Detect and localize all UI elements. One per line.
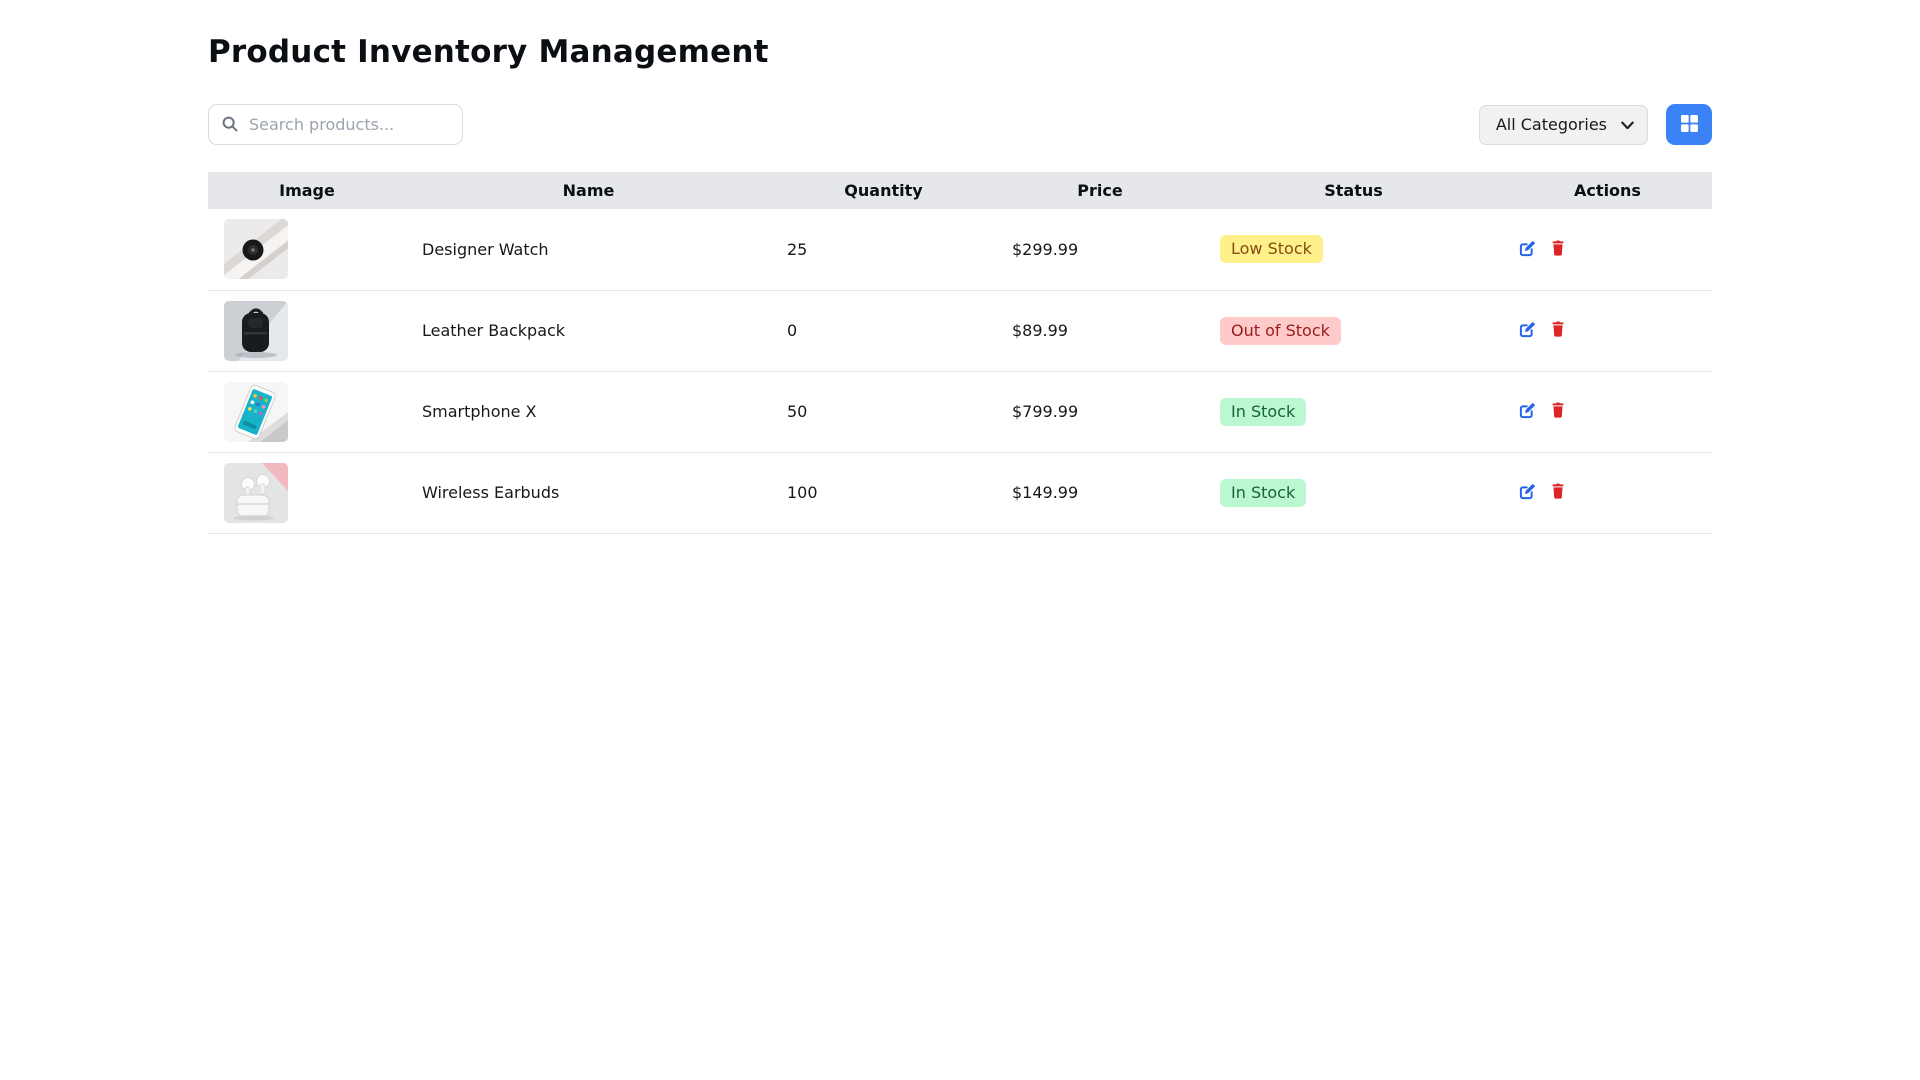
product-quantity: 0 [771,290,996,372]
status-badge: Low Stock [1220,235,1323,264]
product-price: $799.99 [996,371,1204,453]
product-name: Wireless Earbuds [406,452,771,534]
product-image [224,381,288,442]
edit-icon [1519,483,1536,503]
edit-button[interactable] [1519,402,1536,422]
toolbar: All Categories [208,104,1712,145]
toolbar-right: All Categories [1478,104,1712,145]
search-box [208,104,463,145]
edit-icon [1519,321,1536,341]
edit-button[interactable] [1519,240,1536,260]
search-input[interactable] [208,104,463,145]
column-header-actions: Actions [1503,172,1712,209]
product-price: $299.99 [996,209,1204,291]
page-title: Product Inventory Management [208,34,769,70]
edit-icon [1519,402,1536,422]
table-row: Designer Watch 25 $299.99 Low Stock [208,209,1712,291]
product-name: Leather Backpack [406,290,771,372]
table-body: Designer Watch 25 $299.99 Low Stock [208,209,1712,534]
trash-icon [1550,321,1566,341]
column-header-name: Name [406,172,771,209]
product-image [224,219,288,280]
product-image [224,300,288,361]
table-row: Leather Backpack 0 $89.99 Out of Stock [208,290,1712,372]
delete-button[interactable] [1550,402,1566,422]
edit-button[interactable] [1519,483,1536,503]
product-price: $89.99 [996,290,1204,372]
edit-button[interactable] [1519,321,1536,341]
table-row: Wireless Earbuds 100 $149.99 In Stock [208,452,1712,534]
page-container: Product Inventory Management All Categor… [208,0,1712,534]
category-filter-value: All Categories [1495,115,1607,134]
product-quantity: 100 [771,452,996,534]
table-header: Image Name Quantity Price Status Actions [208,172,1712,209]
status-badge: Out of Stock [1220,316,1341,345]
table-row: Smartphone X 50 $799.99 In Stock [208,371,1712,453]
edit-icon [1519,240,1536,260]
grid-icon [1680,114,1699,136]
column-header-status: Status [1204,172,1503,209]
status-badge: In Stock [1220,478,1307,507]
delete-button[interactable] [1550,483,1566,503]
trash-icon [1550,402,1566,422]
status-badge: In Stock [1220,397,1307,426]
product-name: Smartphone X [406,371,771,453]
product-quantity: 50 [771,371,996,453]
product-image [224,462,288,523]
inventory-table: Image Name Quantity Price Status Actions… [208,172,1712,534]
column-header-quantity: Quantity [771,172,996,209]
category-filter-select[interactable]: All Categories [1478,104,1648,145]
product-name: Designer Watch [406,209,771,291]
trash-icon [1550,483,1566,503]
trash-icon [1550,240,1566,260]
column-header-price: Price [996,172,1204,209]
delete-button[interactable] [1550,240,1566,260]
column-header-image: Image [208,172,406,209]
product-price: $149.99 [996,452,1204,534]
product-quantity: 25 [771,209,996,291]
chevron-down-icon [1621,115,1634,134]
grid-view-button[interactable] [1666,104,1712,145]
delete-button[interactable] [1550,321,1566,341]
